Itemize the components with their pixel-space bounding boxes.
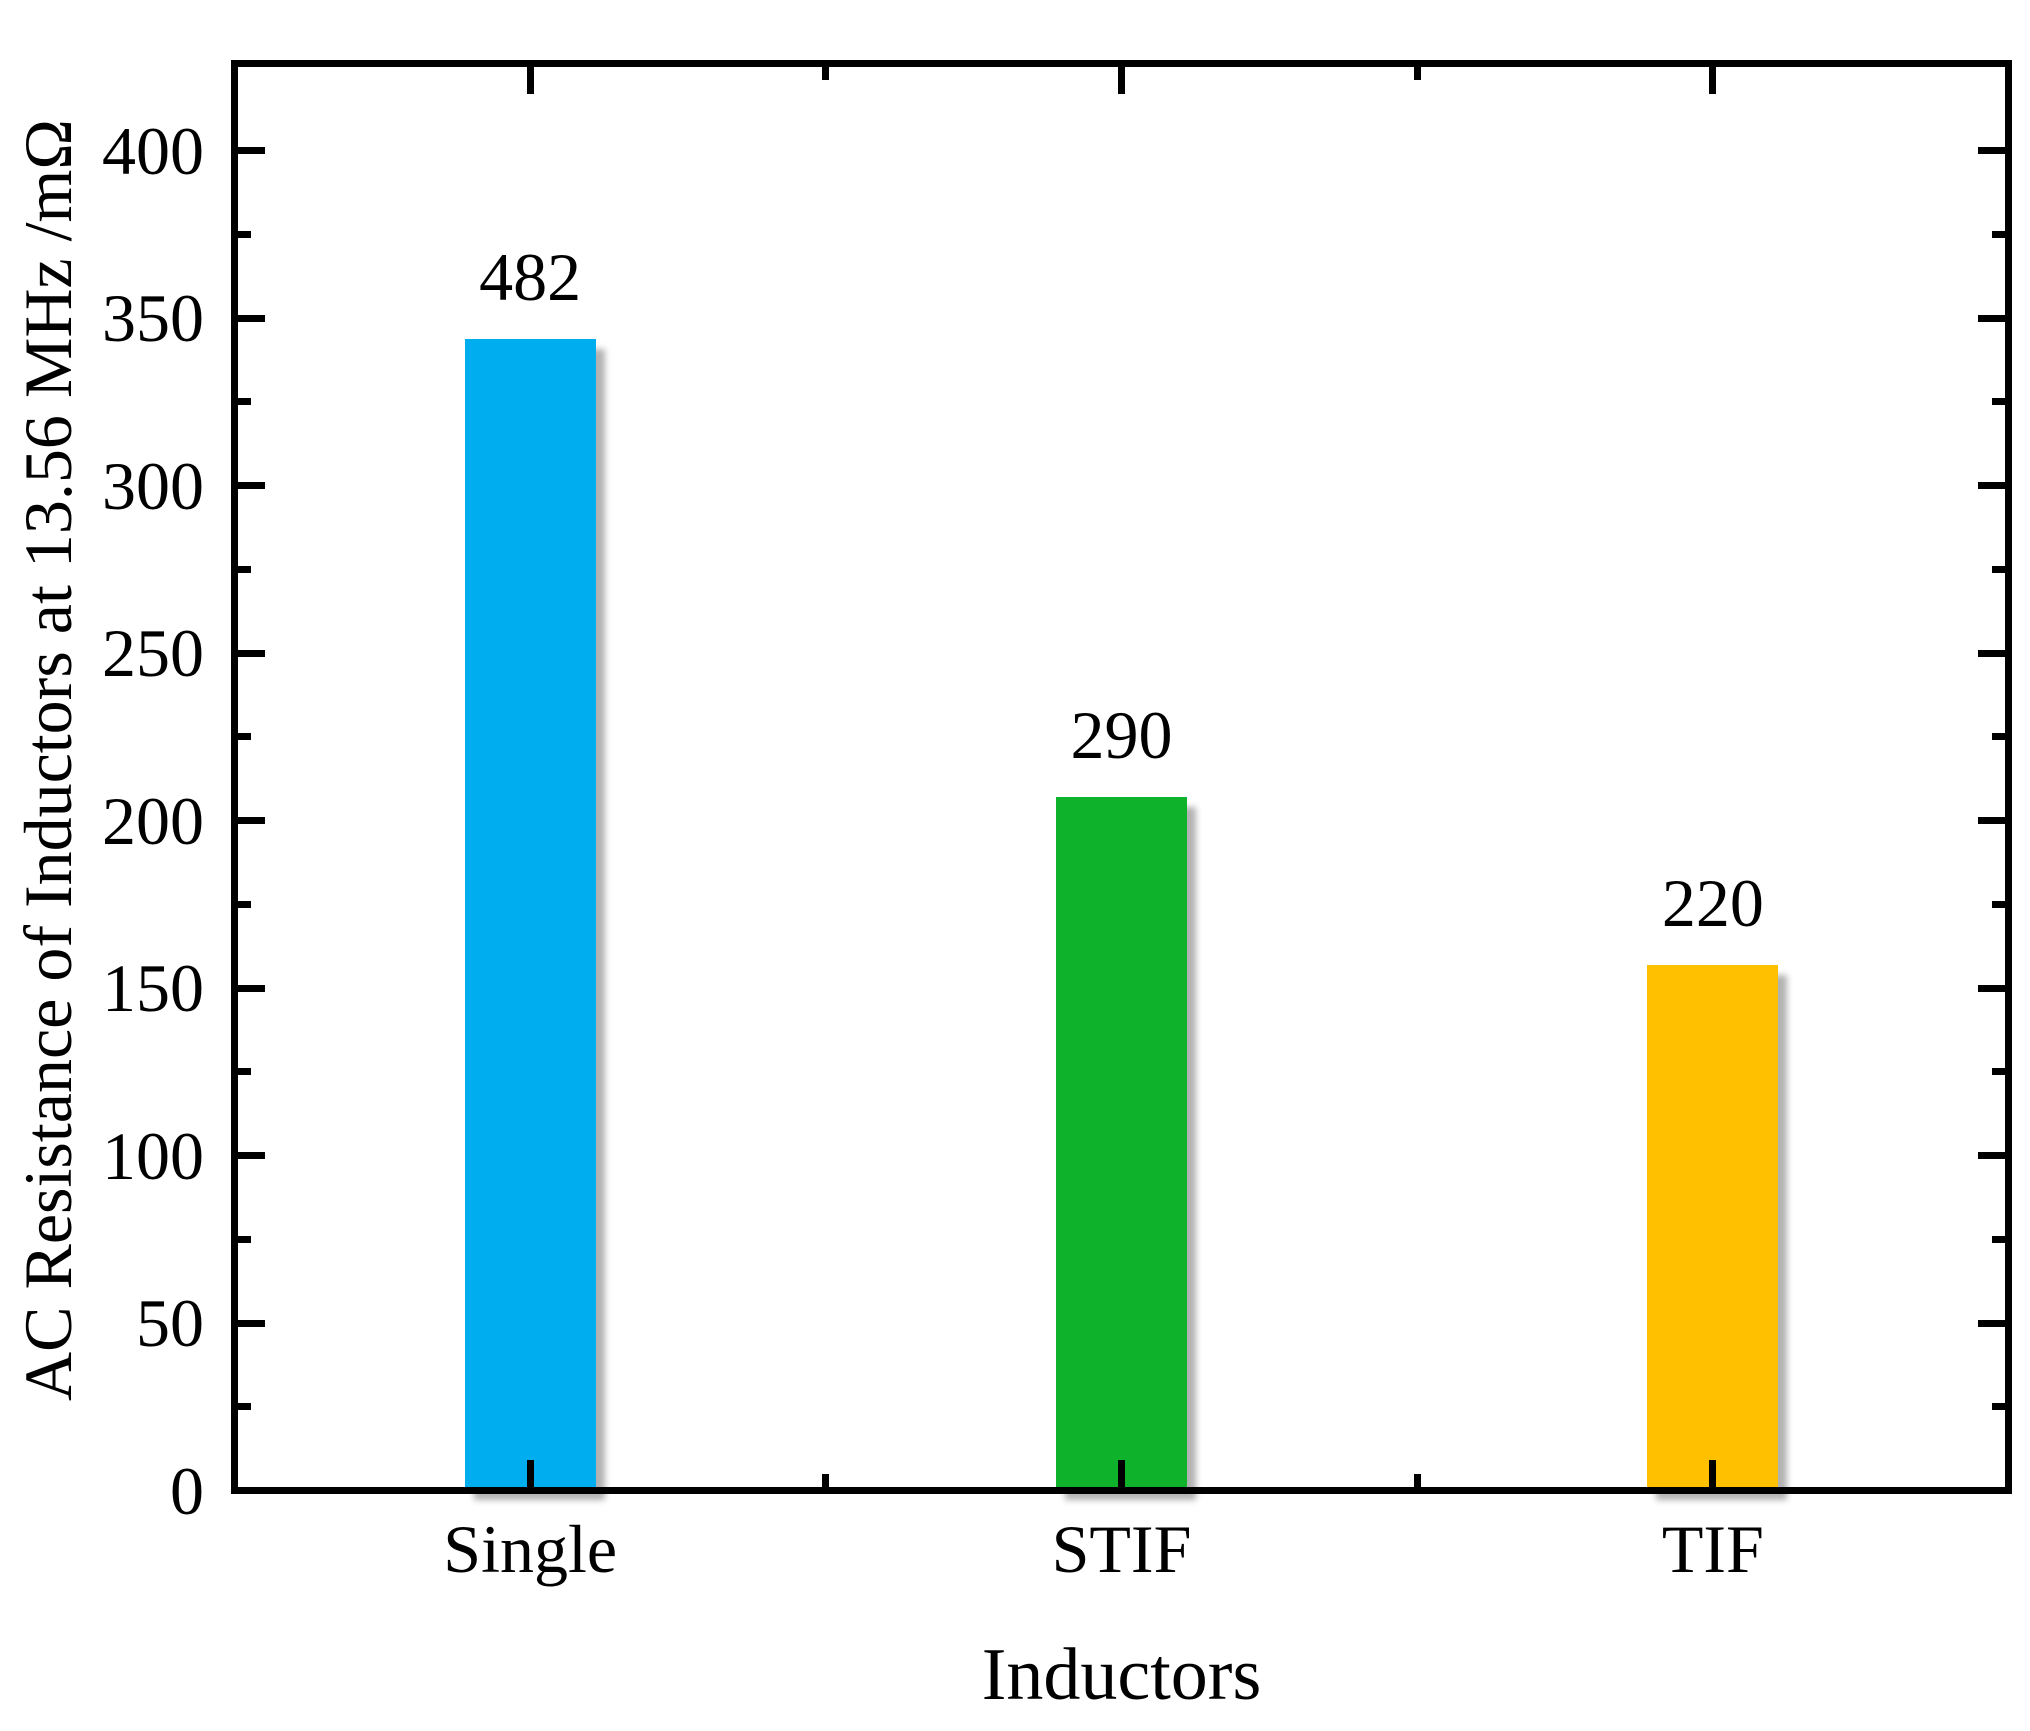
x-major-tick <box>1709 1460 1717 1487</box>
bar-value-label: 482 <box>479 238 582 315</box>
plot-frame <box>231 60 2012 1494</box>
y-minor-tick-right <box>1992 565 2005 573</box>
y-minor-tick-right <box>1992 1403 2005 1411</box>
y-major-tick <box>238 1152 265 1160</box>
y-major-tick <box>238 314 265 322</box>
y-minor-tick <box>238 900 251 908</box>
y-major-tick-right <box>1978 314 2005 322</box>
y-major-tick-right <box>1978 1487 2005 1494</box>
y-tick-label: 350 <box>102 280 204 357</box>
bar-stif <box>1056 797 1187 1491</box>
y-major-tick-right <box>1978 817 2005 825</box>
bar-single <box>464 338 596 1491</box>
y-major-tick <box>238 1319 265 1327</box>
y-major-tick <box>238 817 265 825</box>
x-minor-tick <box>822 1474 830 1487</box>
y-minor-tick <box>238 398 251 406</box>
y-major-tick-right <box>1978 1319 2005 1327</box>
x-tick-label: STIF <box>1051 1511 1192 1587</box>
y-minor-tick-right <box>1992 1068 2005 1076</box>
y-tick-label: 0 <box>170 1452 204 1529</box>
y-major-tick-right <box>1978 1152 2005 1160</box>
y-major-tick <box>238 649 265 657</box>
y-tick-label: 50 <box>136 1285 204 1361</box>
y-major-tick-right <box>1978 984 2005 992</box>
x-minor-tick-top <box>822 67 830 80</box>
y-major-tick <box>238 147 265 155</box>
y-major-tick-right <box>1978 649 2005 657</box>
y-minor-tick-right <box>1992 1235 2005 1243</box>
x-tick-label: TIF <box>1661 1511 1764 1587</box>
x-major-tick-top <box>526 67 534 94</box>
y-minor-tick <box>238 230 251 238</box>
y-minor-tick <box>238 1068 251 1076</box>
y-tick-label: 100 <box>102 1117 204 1194</box>
bar-value-label: 290 <box>1070 697 1173 774</box>
y-minor-tick-right <box>1992 230 2005 238</box>
x-axis-title: Inductors <box>981 1634 1262 1716</box>
y-minor-tick <box>238 565 251 573</box>
y-minor-tick <box>238 1235 251 1243</box>
y-minor-tick-right <box>1992 733 2005 741</box>
y-major-tick <box>238 482 265 490</box>
x-major-tick-top <box>1709 67 1717 94</box>
y-tick-label: 200 <box>102 782 204 859</box>
x-minor-tick-top <box>1413 67 1421 80</box>
y-major-tick-right <box>1978 482 2005 490</box>
y-minor-tick-right <box>1992 900 2005 908</box>
x-major-tick <box>1118 1460 1125 1487</box>
y-tick-label: 300 <box>102 447 204 524</box>
x-minor-tick <box>1413 1474 1421 1487</box>
y-minor-tick-right <box>1992 398 2005 406</box>
y-tick-label: 150 <box>102 950 204 1027</box>
bar-value-label: 220 <box>1661 865 1764 942</box>
x-tick-label: Single <box>443 1511 618 1587</box>
y-tick-label: 400 <box>102 112 204 189</box>
y-minor-tick <box>238 733 251 741</box>
x-major-tick-top <box>1118 67 1125 94</box>
y-major-tick <box>238 984 265 992</box>
y-major-tick-right <box>1978 147 2005 155</box>
y-minor-tick <box>238 1403 251 1411</box>
x-major-tick <box>526 1460 534 1487</box>
y-major-tick <box>238 1487 265 1494</box>
y-tick-label: 250 <box>102 615 204 692</box>
bar-tif <box>1647 965 1779 1491</box>
